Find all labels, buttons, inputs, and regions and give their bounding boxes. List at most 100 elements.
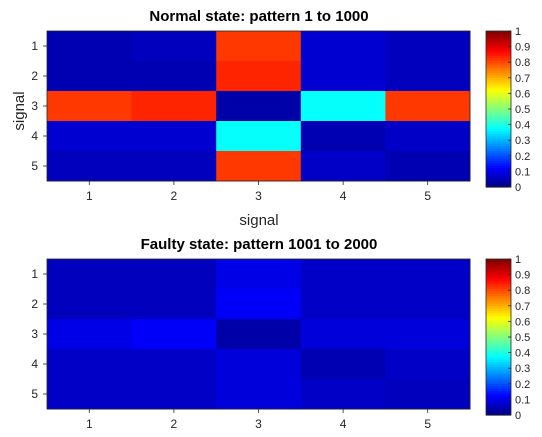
y-tick-label: 4 (31, 357, 38, 371)
colorbar-segment (486, 60, 511, 64)
heatmap-cell-r1-c3 (216, 31, 302, 62)
colorbar-segment (486, 410, 511, 414)
y-tick-label: 3 (31, 99, 38, 113)
colorbar-tick-label: 0.7 (515, 73, 530, 85)
colorbar-segment (486, 322, 511, 326)
colorbar-segment (486, 89, 511, 93)
colorbar-segment (486, 99, 511, 103)
colorbar-segment (486, 35, 511, 39)
colorbar-segment (486, 407, 511, 411)
colorbar-segment (486, 106, 511, 110)
colorbar-segment (486, 65, 511, 69)
colorbar-segment (486, 324, 511, 328)
y-tick-label: 1 (31, 267, 38, 281)
heatmap-cell-r4-c1 (47, 349, 133, 380)
colorbar-segment (486, 390, 511, 394)
colorbar-segment (486, 52, 511, 56)
colorbar-segment (486, 33, 511, 37)
colorbar-segment (486, 113, 511, 117)
y-axis-label: signal (11, 91, 28, 130)
colorbar-segment (486, 172, 511, 176)
colorbar-segment (486, 50, 511, 54)
colorbar-segment (486, 111, 511, 115)
colorbar-tick-label: 0.1 (515, 394, 530, 406)
heatmap-cell-r1-c4 (300, 31, 386, 62)
colorbar-segment (486, 121, 511, 125)
colorbar-segment (486, 388, 511, 392)
colorbar-segment (486, 77, 511, 81)
colorbar-segment (486, 302, 511, 306)
heatmap-cell-r3-c4 (300, 319, 386, 350)
colorbar-segment (486, 70, 511, 74)
colorbar-tick-label: 0.3 (515, 135, 530, 147)
y-tick-label: 2 (31, 69, 38, 83)
colorbar-segment (486, 150, 511, 154)
heatmap-cell-r2-c4 (300, 289, 386, 320)
colorbar-segment (486, 273, 511, 277)
colorbar-segment (486, 109, 511, 113)
colorbar-segment (486, 152, 511, 156)
heatmap-cell-r5-c5 (385, 379, 471, 410)
colorbar-segment (486, 268, 511, 272)
heatmap-cell-r1-c5 (385, 31, 471, 62)
x-tick-label: 3 (255, 417, 262, 431)
y-tick-label: 3 (31, 327, 38, 341)
colorbar-segment (486, 143, 511, 147)
colorbar-tick-label: 0.6 (515, 88, 530, 100)
colorbar-segment (486, 123, 511, 127)
y-tick-label: 4 (31, 129, 38, 143)
heatmap-cell-r4-c5 (385, 121, 471, 152)
heatmap-cell-r2-c1 (47, 289, 133, 320)
heatmap-cell-r4-c2 (131, 349, 217, 380)
colorbar-segment (486, 62, 511, 66)
colorbar-segment (486, 40, 511, 44)
colorbar-segment (486, 155, 511, 159)
chart-title: Normal state: pattern 1 to 1000 (149, 8, 368, 25)
colorbar-segment (486, 130, 511, 134)
colorbar-segment (486, 310, 511, 314)
heatmap-cell-r2-c5 (385, 61, 471, 92)
colorbar-segment (486, 79, 511, 83)
colorbar-segment (486, 162, 511, 166)
colorbar-segment (486, 344, 511, 348)
colorbar-segment (486, 179, 511, 183)
colorbar-segment (486, 55, 511, 59)
colorbar-segment (486, 174, 511, 178)
heatmap-cell-r4-c4 (300, 121, 386, 152)
colorbar-tick-label: 0.9 (515, 42, 530, 54)
y-tick-label: 1 (31, 39, 38, 53)
colorbar-segment (486, 371, 511, 375)
colorbar-segment (486, 138, 511, 142)
colorbar-segment (486, 361, 511, 365)
heatmap-cell-r2-c2 (131, 289, 217, 320)
heatmap-cell-r2-c4 (300, 61, 386, 92)
x-tick-label: 1 (86, 189, 93, 203)
colorbar-segment (486, 263, 511, 267)
colorbar-tick-label: 0 (515, 410, 521, 422)
x-tick-label: 5 (424, 189, 431, 203)
heatmap-cell-r1-c2 (131, 31, 217, 62)
heatmap-cell-r5-c3 (216, 151, 302, 182)
colorbar-segment (486, 118, 511, 122)
colorbar-segment (486, 165, 511, 169)
y-tick-label: 5 (31, 387, 38, 401)
colorbar-segment (486, 82, 511, 86)
x-tick-label: 4 (340, 189, 347, 203)
colorbar-segment (486, 57, 511, 61)
colorbar-segment (486, 332, 511, 336)
colorbar-segment (486, 116, 511, 120)
colorbar-segment (486, 329, 511, 333)
heatmap-cells (46, 30, 471, 182)
colorbar-segment (486, 300, 511, 304)
panel-faulty-state: Faulty state: pattern 1001 to 2000 1 2 3 4 5… (31, 236, 530, 431)
colorbar-segment (486, 43, 511, 47)
colorbar-segment (486, 397, 511, 401)
colorbar-segment (486, 177, 511, 181)
colorbar: 0 0.1 0.2 0.3 0.4 0.5 0.6 0.7 0.8 0.9 1 (485, 254, 530, 422)
colorbar-tick-label: 0.4 (515, 348, 530, 360)
x-tick-label: 2 (171, 417, 178, 431)
chart-title: Faulty state: pattern 1001 to 2000 (141, 236, 378, 253)
heatmap-cell-r2-c3 (216, 289, 302, 320)
x-tick-label: 4 (340, 417, 347, 431)
heatmap-cell-r3-c3 (216, 91, 302, 122)
